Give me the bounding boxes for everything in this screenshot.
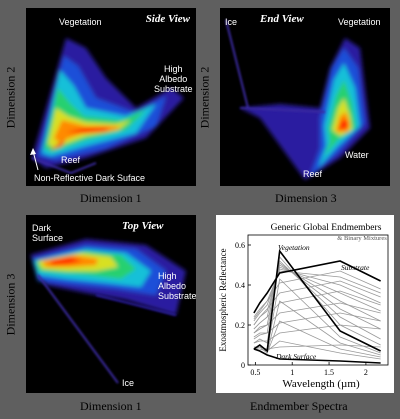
top-view-scatter	[30, 239, 186, 384]
side-view-scatter	[31, 38, 184, 175]
vegetation-label: Vegetation	[59, 17, 102, 27]
view-label: End View	[260, 13, 304, 25]
side-view-panel: Side View Vegetation High Albedo Substra…	[26, 8, 196, 186]
axes: 0 0.2 0.4 0.6 0.5 1 1.5 2	[235, 234, 389, 377]
spectra-caption: Endmember Spectra	[250, 399, 348, 413]
x-axis-label: Dimension 1	[80, 191, 142, 205]
x-axis-label: Wavelength (µm)	[282, 378, 360, 390]
y-axis-label: Dimension 2	[3, 66, 18, 129]
end-view-scatter	[225, 19, 370, 180]
mixture-line	[253, 324, 381, 344]
vegetation-label: Vegetation	[338, 17, 381, 27]
series-line-vegetation	[253, 248, 381, 353]
mixture-line	[253, 340, 381, 360]
mixture-line	[253, 320, 381, 358]
dark-surface-label: Dark Surface	[32, 223, 64, 243]
y-tick-label: 0.6	[235, 241, 245, 250]
x-axis-label: Dimension 1	[80, 399, 142, 413]
mixture-line	[253, 262, 381, 334]
plot-frame	[247, 234, 389, 366]
y-tick-label: 0.4	[235, 281, 245, 290]
end-view-panel: End View Ice Vegetation Water Reef	[220, 8, 390, 186]
mixture-line	[253, 312, 381, 340]
series-lines	[253, 248, 381, 364]
y-tick-label: 0.2	[235, 321, 245, 330]
series-line-substrate	[253, 260, 381, 314]
dark-surface-label: Non-Reflective Dark Suface	[34, 173, 146, 183]
reef-label: Reef	[303, 169, 323, 179]
y-axis-label: Dimension 3	[3, 273, 18, 336]
spectra-panel: 0 0.2 0.4 0.6 0.5 1 1.5 2 Generic Global Endmem…	[216, 215, 394, 393]
ice-label: Ice	[225, 17, 238, 27]
vegetation-series-label: Vegetation	[278, 243, 310, 252]
y-axis-label: Exoatmospheric Reflectance	[218, 248, 228, 351]
x-axis-label: Dimension 3	[275, 191, 337, 205]
top-view-panel: Top View Dark Surface High Albedo Substr…	[26, 215, 196, 393]
x-tick-label: 0.5	[250, 368, 260, 377]
view-label: Side View	[145, 13, 190, 25]
mixture-line	[253, 344, 381, 350]
ice-label: Ice	[122, 378, 135, 388]
series-line-dark-surface	[253, 348, 381, 364]
high-albedo-label: High Albedo Substrate	[158, 271, 196, 301]
substrate-series-label: Substrate	[341, 263, 370, 272]
spectra-chart: 0 0.2 0.4 0.6 0.5 1 1.5 2 Generic Global Endmem…	[218, 223, 389, 390]
mixture-line	[253, 266, 381, 326]
chart-subtitle: & Binary Mixtures	[337, 235, 387, 242]
x-tick-label: 1	[290, 368, 294, 377]
x-tick-label: 1.5	[324, 368, 334, 377]
x-tick-label: 2	[364, 368, 368, 377]
high-albedo-label: High Albedo Substrate	[154, 64, 193, 94]
water-label: Water	[345, 150, 369, 160]
y-axis-label: Dimension 2	[197, 66, 212, 129]
view-label: Top View	[122, 220, 164, 232]
dark-surface-series-label: Dark Surface	[275, 352, 317, 361]
mixture-line	[253, 270, 381, 318]
mixture-line	[253, 264, 381, 330]
reef-label: Reef	[61, 155, 81, 165]
y-tick-label: 0	[241, 361, 245, 370]
chart-title: Generic Global Endmembers	[271, 223, 382, 233]
